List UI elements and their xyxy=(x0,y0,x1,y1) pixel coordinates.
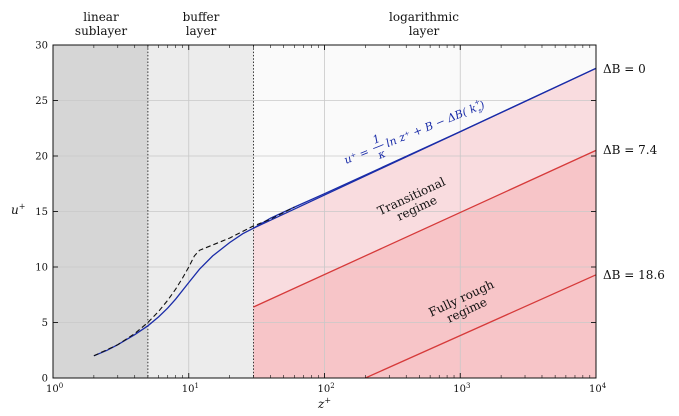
x-tick-label: 103 xyxy=(453,382,470,395)
regime-fill-0 xyxy=(253,68,596,307)
regime-fill-1 xyxy=(253,150,596,378)
axis-ticks: 100 101 102 103 104 0 5 10 15 20 25 30 xyxy=(35,41,606,396)
region-label-linear-2: sublayer xyxy=(75,24,127,38)
x-tick-label: 104 xyxy=(589,382,607,395)
region-label-buffer-1: buffer xyxy=(183,10,220,24)
y-tick-label: 15 xyxy=(35,207,48,218)
regime-fills xyxy=(253,68,596,378)
y-tick-label: 25 xyxy=(35,96,48,107)
x-tick-label: 100 xyxy=(46,382,63,395)
svg-text:1: 1 xyxy=(371,132,382,147)
delta-b-7-4-label: ΔB = 7.4 xyxy=(603,143,658,157)
region-label-log-2: layer xyxy=(409,24,440,38)
region-label-buffer-2: layer xyxy=(186,24,217,38)
series-lines xyxy=(93,67,596,378)
region-boundaries xyxy=(147,45,254,378)
y-tick-label: 0 xyxy=(42,374,48,385)
y-tick-label: 5 xyxy=(42,318,48,329)
grid-lines xyxy=(53,45,596,378)
y-axis-label: u+ xyxy=(11,202,25,217)
region-label-linear-1: linear xyxy=(83,10,119,24)
x-tick-label: 101 xyxy=(182,382,199,395)
delta-b-0-label: ΔB = 0 xyxy=(603,62,646,76)
dns-profile-line xyxy=(93,206,295,357)
x-axis-label: z+ xyxy=(317,396,331,411)
series-line-3 xyxy=(253,149,596,308)
y-tick-label: 20 xyxy=(35,152,48,163)
y-tick-label: 30 xyxy=(35,41,48,52)
y-tick-label: 10 xyxy=(35,263,48,274)
series-line-2 xyxy=(253,67,596,229)
x-tick-label: 102 xyxy=(318,382,335,395)
region-label-log-1: logarithmic xyxy=(389,10,459,24)
delta-b-18-6-label: ΔB = 18.6 xyxy=(603,268,665,282)
series-line-4 xyxy=(365,274,596,378)
